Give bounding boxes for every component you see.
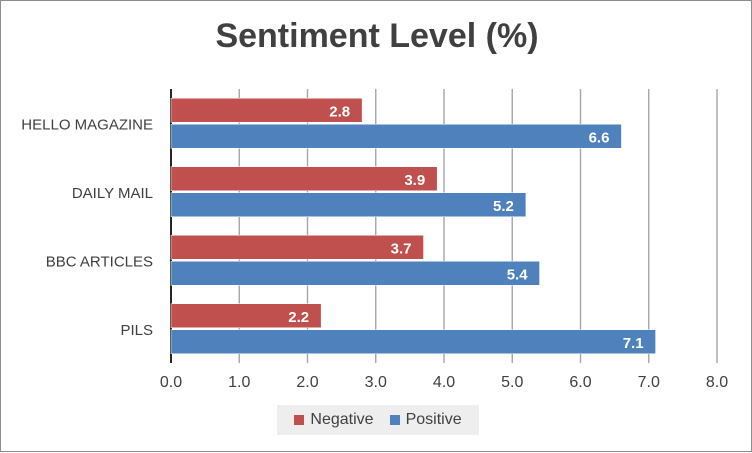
legend-swatch-negative	[294, 415, 305, 425]
data-label: 7.1	[623, 335, 644, 352]
legend: Negative Positive	[277, 405, 479, 435]
x-tick-label: 7.0	[638, 374, 660, 391]
category-label: HELLO MAGAZINE	[21, 116, 153, 133]
category-label: BBC ARTICLES	[46, 253, 153, 270]
data-label: 3.9	[404, 172, 425, 189]
chart-title: Sentiment Level (%)	[215, 17, 539, 55]
bar-negative	[170, 235, 424, 260]
x-tick-label: 2.0	[296, 374, 318, 391]
x-tick-label: 4.0	[433, 374, 455, 391]
bar-positive	[170, 329, 656, 354]
data-label: 5.4	[507, 266, 529, 283]
x-tick-label: 8.0	[706, 374, 728, 391]
category-label: DAILY MAIL	[72, 185, 153, 202]
legend-item-positive: Positive	[389, 411, 462, 429]
bar-negative	[170, 303, 322, 328]
x-tick-label: 1.0	[228, 374, 250, 391]
data-label: 5.2	[493, 198, 514, 215]
x-tick-label: 6.0	[569, 374, 591, 391]
data-label: 3.7	[391, 240, 412, 257]
legend-swatch-positive	[389, 415, 400, 425]
bar-positive	[170, 192, 527, 217]
legend-label-positive: Positive	[405, 411, 462, 428]
x-tick-label: 3.0	[365, 374, 387, 391]
bar-negative	[170, 166, 438, 191]
legend-item-negative: Negative	[294, 411, 374, 429]
bar-negative	[170, 98, 363, 123]
x-tick-label: 0.0	[160, 374, 182, 391]
data-label: 6.6	[589, 129, 610, 146]
category-label: PILS	[120, 322, 153, 339]
legend-label-negative: Negative	[310, 411, 374, 428]
data-label: 2.8	[329, 103, 350, 120]
bar-positive	[170, 124, 622, 149]
x-tick-label: 5.0	[501, 374, 523, 391]
data-label: 2.2	[288, 309, 309, 326]
bar-positive	[170, 261, 540, 286]
